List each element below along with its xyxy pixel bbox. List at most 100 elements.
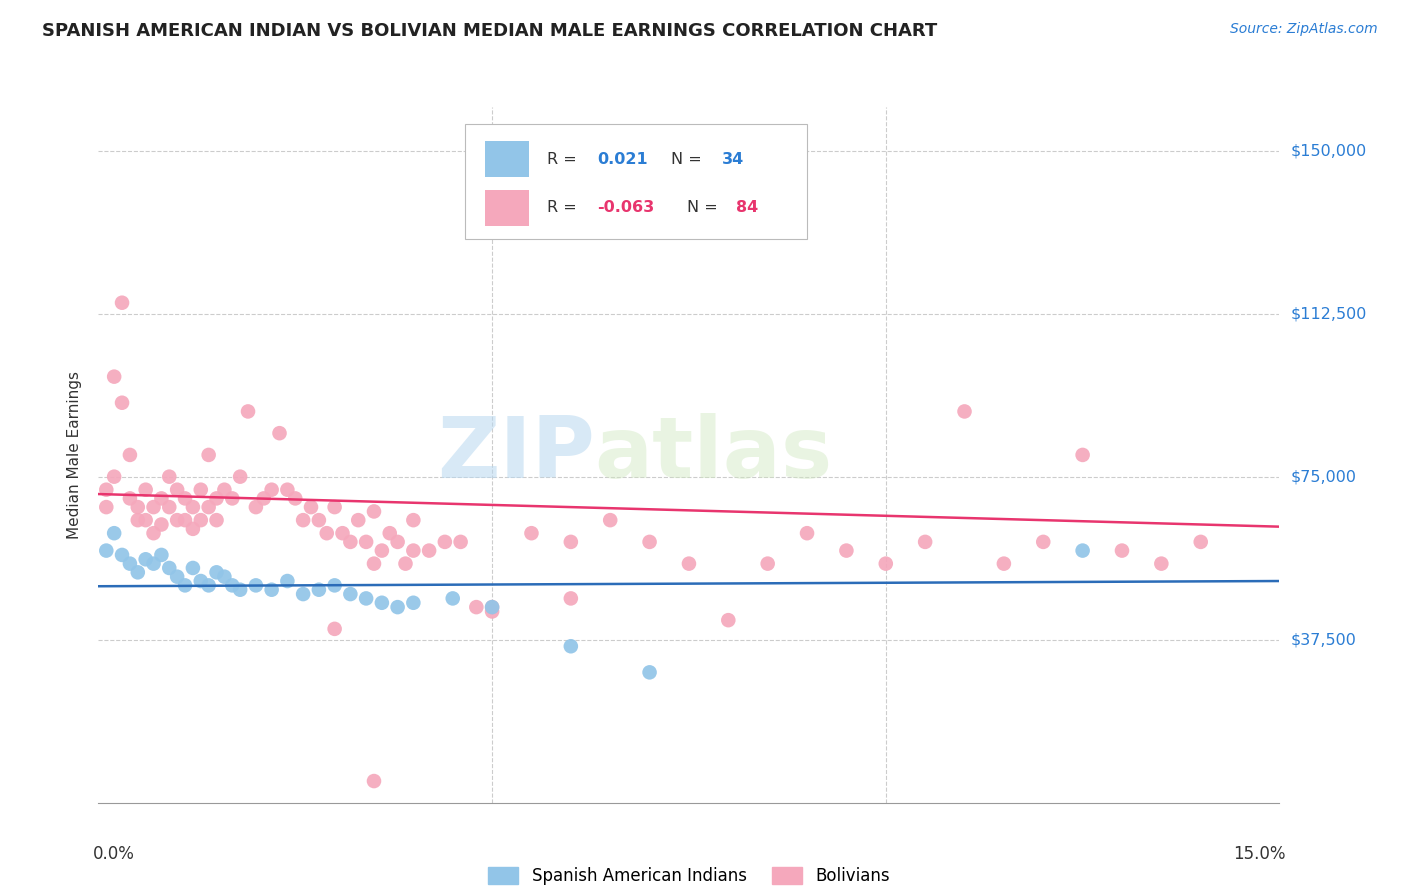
Point — [560, 591, 582, 606]
Point — [402, 543, 425, 558]
Point — [142, 500, 165, 514]
Point — [205, 513, 228, 527]
Point — [118, 448, 141, 462]
Point — [229, 582, 252, 597]
Point — [96, 543, 118, 558]
Y-axis label: Median Male Earnings: Median Male Earnings — [67, 371, 83, 539]
Text: $75,000: $75,000 — [1291, 469, 1357, 484]
Point — [481, 600, 503, 615]
Point — [481, 605, 503, 619]
Point — [678, 557, 700, 571]
Point — [157, 561, 180, 575]
Text: SPANISH AMERICAN INDIAN VS BOLIVIAN MEDIAN MALE EARNINGS CORRELATION CHART: SPANISH AMERICAN INDIAN VS BOLIVIAN MEDI… — [42, 22, 938, 40]
Point — [402, 596, 425, 610]
FancyBboxPatch shape — [464, 124, 807, 239]
Point — [205, 566, 228, 580]
Point — [181, 561, 204, 575]
Point — [323, 622, 346, 636]
Point — [363, 504, 385, 518]
Point — [150, 491, 173, 506]
Text: R =: R = — [547, 201, 582, 216]
Point — [875, 557, 897, 571]
Point — [142, 557, 165, 571]
Point — [111, 548, 134, 562]
Point — [993, 557, 1015, 571]
Point — [166, 570, 188, 584]
Text: Source: ZipAtlas.com: Source: ZipAtlas.com — [1230, 22, 1378, 37]
Point — [599, 513, 621, 527]
Point — [418, 543, 440, 558]
Point — [394, 557, 416, 571]
Point — [308, 513, 330, 527]
Text: 84: 84 — [737, 201, 758, 216]
Point — [953, 404, 976, 418]
Point — [339, 535, 361, 549]
Point — [276, 483, 298, 497]
Point — [332, 526, 354, 541]
Point — [190, 574, 212, 588]
Point — [174, 491, 197, 506]
Point — [260, 582, 283, 597]
Point — [520, 526, 543, 541]
Point — [292, 587, 315, 601]
Point — [135, 483, 157, 497]
Text: $112,500: $112,500 — [1291, 306, 1367, 321]
Point — [835, 543, 858, 558]
Point — [190, 513, 212, 527]
Point — [371, 543, 394, 558]
Text: R =: R = — [547, 152, 582, 167]
Legend: Spanish American Indians, Bolivians: Spanish American Indians, Bolivians — [482, 860, 896, 891]
Point — [221, 578, 243, 592]
Text: atlas: atlas — [595, 413, 832, 497]
Point — [96, 483, 118, 497]
Point — [402, 513, 425, 527]
Point — [276, 574, 298, 588]
Bar — [485, 141, 530, 178]
Point — [236, 404, 259, 418]
Point — [174, 578, 197, 592]
Text: 34: 34 — [723, 152, 744, 167]
Point — [481, 600, 503, 615]
Point — [118, 491, 141, 506]
Text: -0.063: -0.063 — [596, 201, 654, 216]
Point — [1111, 543, 1133, 558]
Point — [560, 535, 582, 549]
Point — [1071, 448, 1094, 462]
Point — [260, 483, 283, 497]
Point — [450, 535, 472, 549]
Point — [166, 483, 188, 497]
Point — [214, 483, 236, 497]
Point — [441, 591, 464, 606]
Point — [363, 774, 385, 789]
Point — [197, 500, 219, 514]
Point — [229, 469, 252, 483]
Bar — [485, 190, 530, 226]
Point — [181, 522, 204, 536]
Point — [1150, 557, 1173, 571]
Point — [245, 500, 267, 514]
Point — [717, 613, 740, 627]
Point — [181, 500, 204, 514]
Point — [339, 587, 361, 601]
Point — [378, 526, 401, 541]
Point — [96, 500, 118, 514]
Point — [127, 513, 149, 527]
Point — [166, 513, 188, 527]
Point — [1189, 535, 1212, 549]
Point — [150, 517, 173, 532]
Point — [433, 535, 456, 549]
Point — [190, 483, 212, 497]
Point — [245, 578, 267, 592]
Text: $150,000: $150,000 — [1291, 143, 1367, 158]
Point — [174, 513, 197, 527]
Point — [914, 535, 936, 549]
Point — [560, 639, 582, 653]
Point — [308, 582, 330, 597]
Point — [371, 596, 394, 610]
Point — [1032, 535, 1054, 549]
Point — [465, 600, 488, 615]
Point — [363, 557, 385, 571]
Point — [253, 491, 276, 506]
Point — [284, 491, 307, 506]
Point — [638, 665, 661, 680]
